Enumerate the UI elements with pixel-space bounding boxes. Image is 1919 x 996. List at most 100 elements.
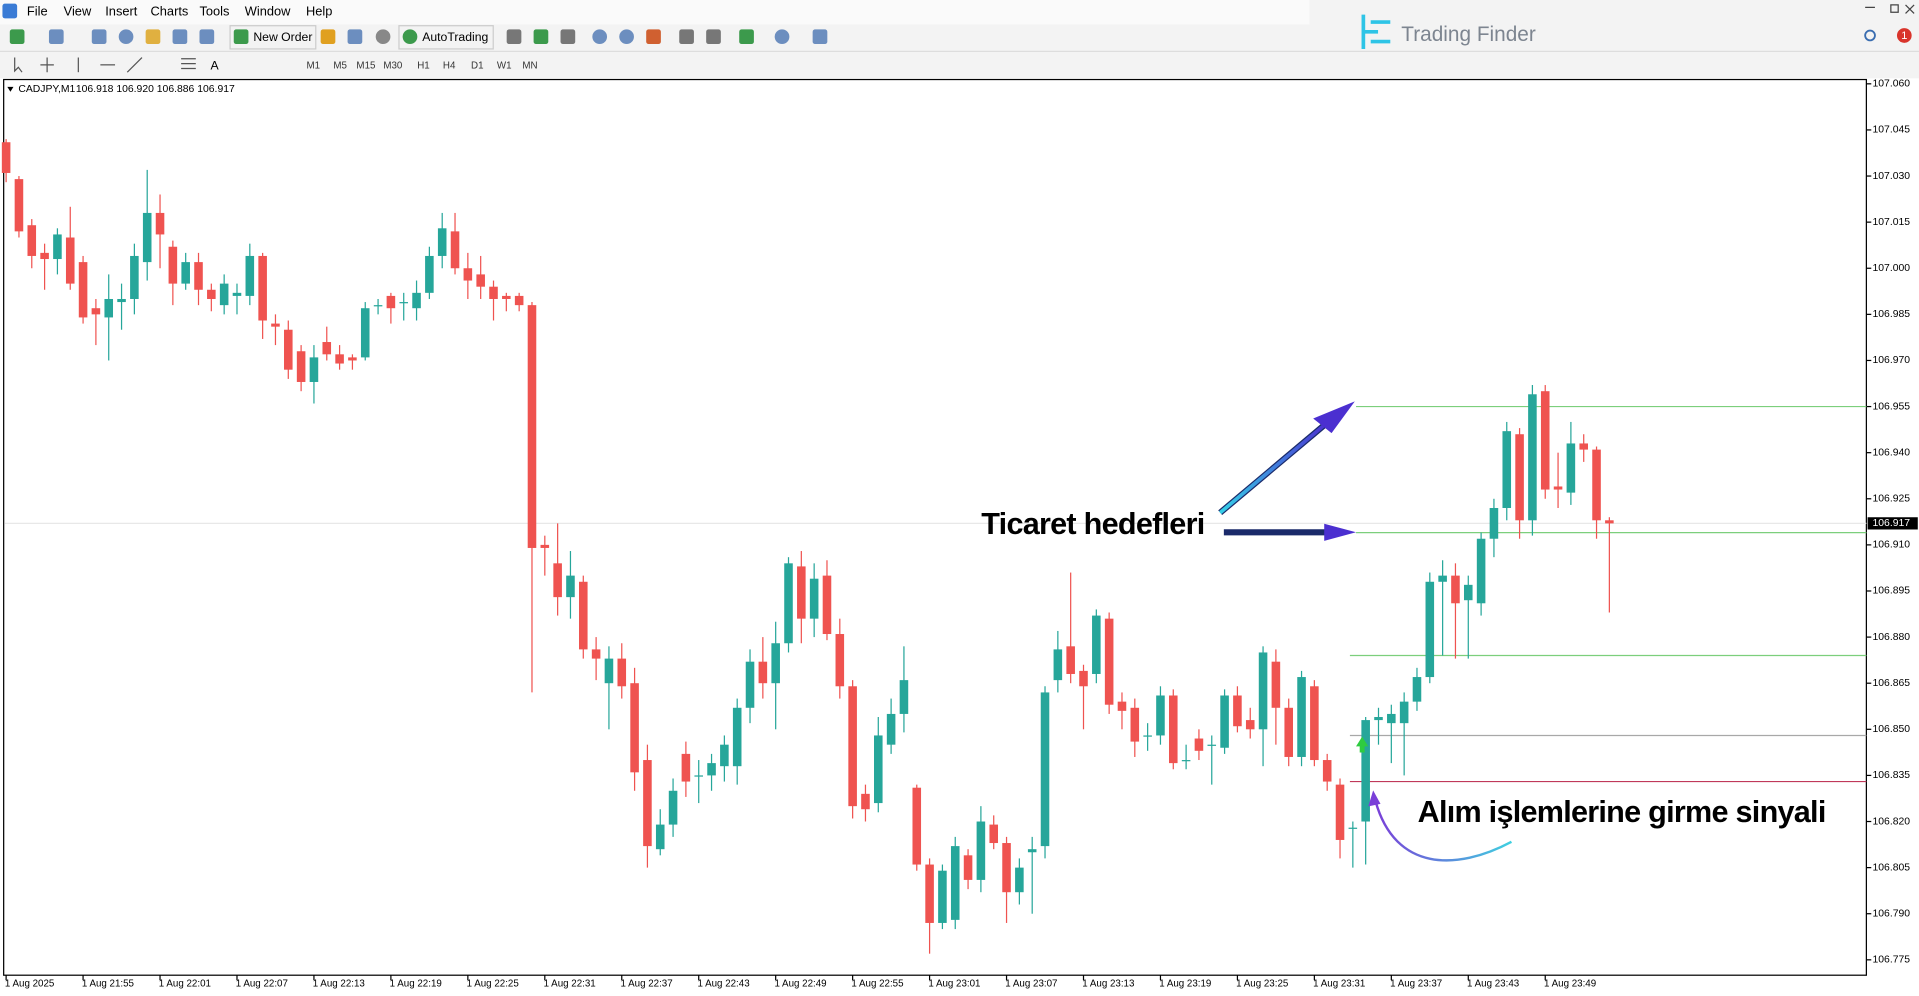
icon[interactable] bbox=[91, 29, 107, 45]
current-price-label: 106.917 bbox=[1872, 518, 1910, 529]
candle-body bbox=[861, 793, 870, 810]
menu-item[interactable]: Window bbox=[245, 4, 291, 19]
candle-body bbox=[848, 686, 857, 807]
y-tick-label: 106.940 bbox=[1872, 447, 1910, 458]
x-tick-label: 1 Aug 23:01 bbox=[928, 978, 980, 989]
icon[interactable] bbox=[320, 29, 336, 45]
menu-item[interactable]: Charts bbox=[151, 4, 189, 19]
candle-body bbox=[1322, 760, 1332, 782]
y-tick-label: 106.985 bbox=[1872, 309, 1910, 320]
icon[interactable] bbox=[118, 29, 134, 45]
candle-body bbox=[489, 286, 498, 299]
candle-body bbox=[989, 824, 999, 844]
trendline-tool[interactable] bbox=[126, 57, 143, 73]
annotation-arrows bbox=[1218, 401, 1513, 862]
cursor-tool[interactable] bbox=[14, 57, 23, 73]
candle-body bbox=[950, 846, 960, 920]
timeframe-button[interactable]: D1 bbox=[471, 61, 483, 72]
candle-body bbox=[1143, 735, 1152, 737]
icon[interactable] bbox=[172, 29, 188, 45]
timeframe-button[interactable]: W1 bbox=[497, 61, 512, 72]
menu-item[interactable]: File bbox=[27, 4, 48, 19]
icon[interactable] bbox=[560, 29, 576, 45]
x-tick-label: 1 Aug 22:37 bbox=[621, 978, 673, 989]
channel-tool[interactable] bbox=[181, 58, 196, 70]
chart-menu-arrow[interactable] bbox=[7, 86, 14, 92]
candle-body bbox=[1156, 695, 1165, 736]
candle-body bbox=[1168, 695, 1178, 764]
x-tick-label: 1 Aug 23:13 bbox=[1082, 978, 1134, 989]
candle-body bbox=[1592, 449, 1601, 521]
icon[interactable] bbox=[619, 29, 634, 45]
candle-body bbox=[694, 775, 704, 777]
candle-body bbox=[412, 292, 421, 309]
search-icon[interactable] bbox=[1864, 29, 1876, 42]
candle-body bbox=[1502, 431, 1512, 508]
y-tick-label: 106.970 bbox=[1872, 355, 1910, 366]
candle-body bbox=[232, 292, 242, 296]
candle-body bbox=[886, 713, 896, 745]
menu-item[interactable]: View bbox=[64, 4, 92, 19]
menu-item[interactable]: Insert bbox=[105, 4, 138, 19]
timeframe-button[interactable]: H4 bbox=[443, 61, 456, 72]
candle-body bbox=[1515, 434, 1524, 521]
candle-body bbox=[373, 305, 383, 307]
timeframe-button[interactable]: M30 bbox=[383, 61, 403, 72]
menu-item[interactable]: Tools bbox=[199, 4, 229, 19]
candle-body bbox=[1079, 670, 1088, 687]
text-tool[interactable]: A bbox=[211, 58, 220, 72]
icon[interactable] bbox=[347, 29, 363, 45]
candle-body bbox=[207, 289, 216, 299]
candle-body bbox=[142, 212, 152, 263]
icon[interactable] bbox=[774, 29, 790, 45]
window-controls[interactable] bbox=[1865, 4, 1915, 14]
candle-body bbox=[1566, 443, 1576, 493]
x-tick-label: 1 Aug 22:13 bbox=[313, 978, 365, 989]
icon[interactable] bbox=[812, 29, 828, 45]
x-tick-label: 1 Aug 23:25 bbox=[1236, 978, 1289, 989]
y-tick-label: 106.925 bbox=[1872, 494, 1910, 505]
crosshair-tool[interactable] bbox=[40, 57, 54, 73]
x-tick-label: 1 Aug 23:31 bbox=[1313, 978, 1365, 989]
candle-body bbox=[1066, 646, 1075, 674]
y-tick-label: 106.895 bbox=[1872, 586, 1910, 597]
candle-body bbox=[1528, 394, 1537, 521]
icon[interactable] bbox=[9, 29, 25, 45]
icon[interactable] bbox=[506, 29, 522, 45]
candle-body bbox=[219, 283, 229, 306]
icon[interactable] bbox=[48, 29, 64, 45]
timeframe-button[interactable]: M1 bbox=[307, 61, 321, 72]
icon[interactable] bbox=[145, 29, 161, 45]
autotrading-button[interactable] bbox=[398, 25, 494, 50]
candle-body bbox=[1399, 701, 1409, 724]
icon[interactable] bbox=[402, 29, 418, 45]
icon[interactable] bbox=[646, 29, 661, 45]
timeframe-button[interactable]: MN bbox=[522, 61, 537, 72]
timeframe-button[interactable]: M15 bbox=[356, 61, 376, 72]
new-order-button[interactable] bbox=[229, 25, 317, 50]
price-label-box bbox=[1867, 517, 1918, 530]
ohlc-info: 106.918 106.920 106.886 106.917 bbox=[76, 84, 235, 95]
timeframe-button[interactable]: M5 bbox=[333, 61, 347, 72]
candle-body bbox=[463, 268, 473, 281]
icon[interactable] bbox=[199, 29, 215, 45]
icon[interactable] bbox=[706, 29, 721, 45]
icon[interactable] bbox=[233, 29, 249, 45]
x-tick-label: 1 Aug 23:07 bbox=[1005, 978, 1057, 989]
annotation-signal: Alım işlemlerine girme sinyali bbox=[1418, 795, 1826, 829]
candle-body bbox=[335, 354, 344, 364]
candle-body bbox=[655, 824, 665, 850]
icon[interactable] bbox=[679, 29, 694, 45]
icon[interactable] bbox=[592, 29, 608, 45]
candle-body bbox=[1451, 575, 1460, 604]
menu-item[interactable]: Help bbox=[306, 4, 332, 19]
y-tick-label: 106.820 bbox=[1872, 816, 1910, 827]
notification-badge[interactable] bbox=[1896, 28, 1912, 43]
icon[interactable] bbox=[375, 29, 391, 45]
x-tick-label: 1 Aug 23:49 bbox=[1544, 978, 1596, 989]
autotrading-label: AutoTrading bbox=[422, 30, 488, 44]
icon[interactable] bbox=[739, 29, 754, 45]
candle-body bbox=[1181, 760, 1191, 762]
timeframe-button[interactable]: H1 bbox=[417, 61, 429, 72]
icon[interactable] bbox=[533, 29, 549, 45]
